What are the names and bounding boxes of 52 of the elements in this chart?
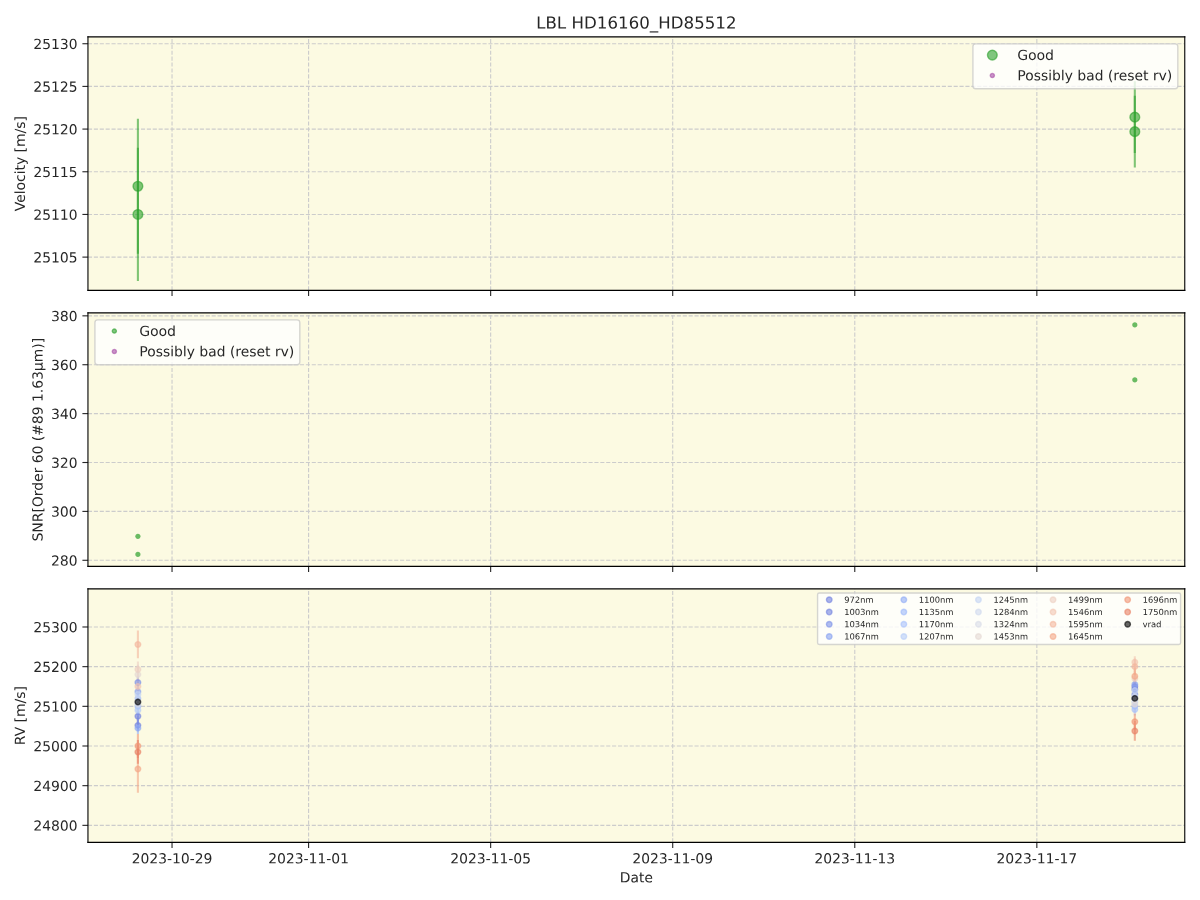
- legend-label: Good: [140, 325, 175, 337]
- legend-label: Good: [1018, 49, 1053, 61]
- y-tick-label: 320: [52, 457, 77, 468]
- x-tick-label: 2023-10-29: [132, 853, 212, 864]
- y-axis-title: Velocity [m/s]: [14, 117, 28, 212]
- legend-label: 1499nm: [1068, 596, 1102, 603]
- y-tick-label: 25120: [34, 124, 77, 135]
- legend-label: 1284nm: [994, 608, 1028, 616]
- legend-label: 1324nm: [994, 621, 1028, 628]
- legend-label: 1170nm: [919, 621, 953, 628]
- y-tick-label: 280: [52, 555, 77, 566]
- y-tick-label: 25100: [34, 701, 77, 712]
- y-tick-label: 25105: [34, 252, 77, 263]
- y-tick-label: 25200: [34, 661, 77, 673]
- y-tick-label: 25110: [34, 209, 77, 220]
- y-tick-label: 24800: [34, 820, 77, 831]
- legend-label: 1034nm: [845, 621, 879, 628]
- x-tick-label: 2023-11-01: [269, 853, 348, 864]
- legend-label: 1645nm: [1068, 633, 1102, 640]
- y-axis-title: SNR[Order 60 (#89 1.63μm)]: [32, 339, 46, 541]
- legend-label: vrad: [1142, 620, 1161, 628]
- legend-label: 1696nm: [1143, 596, 1177, 603]
- legend-label: Possibly bad (reset rv): [140, 345, 294, 360]
- x-tick-label: 2023-11-17: [997, 853, 1077, 864]
- legend-label: 1546nm: [1068, 608, 1102, 616]
- y-tick-label: 380: [52, 310, 77, 322]
- x-axis-title: Date: [621, 872, 653, 883]
- legend-label: 1067nm: [845, 633, 879, 640]
- y-tick-label: 25130: [34, 38, 77, 50]
- x-tick-label: 2023-11-13: [815, 853, 895, 864]
- x-tick-label: 2023-11-09: [633, 853, 713, 864]
- y-tick-label: 25000: [34, 740, 77, 752]
- legend-label: 1003nm: [845, 608, 879, 616]
- y-tick-label: 360: [52, 359, 77, 371]
- y-tick-label: 24900: [34, 780, 77, 792]
- y-tick-label: 25300: [34, 621, 77, 633]
- y-tick-label: 25125: [34, 81, 77, 92]
- legend-label: 1100nm: [919, 596, 953, 603]
- legend-label: Possibly bad (reset rv): [1018, 69, 1172, 84]
- chart-title: LBL HD16160_HD85512: [537, 16, 735, 33]
- y-tick-label: 340: [52, 408, 77, 420]
- y-axis-title: RV [m/s]: [14, 687, 27, 744]
- legend-label: 1595nm: [1068, 621, 1102, 628]
- legend-label: 972nm: [844, 596, 873, 603]
- legend-label: 1245nm: [994, 596, 1028, 603]
- legend-label: 1453nm: [994, 633, 1028, 640]
- x-tick-label: 2023-11-05: [451, 853, 530, 864]
- y-tick-label: 25115: [34, 166, 77, 178]
- legend-label: 1750nm: [1143, 608, 1177, 616]
- legend-label: 1207nm: [919, 633, 953, 640]
- y-tick-label: 300: [52, 506, 77, 517]
- legend-label: 1135nm: [919, 608, 953, 616]
